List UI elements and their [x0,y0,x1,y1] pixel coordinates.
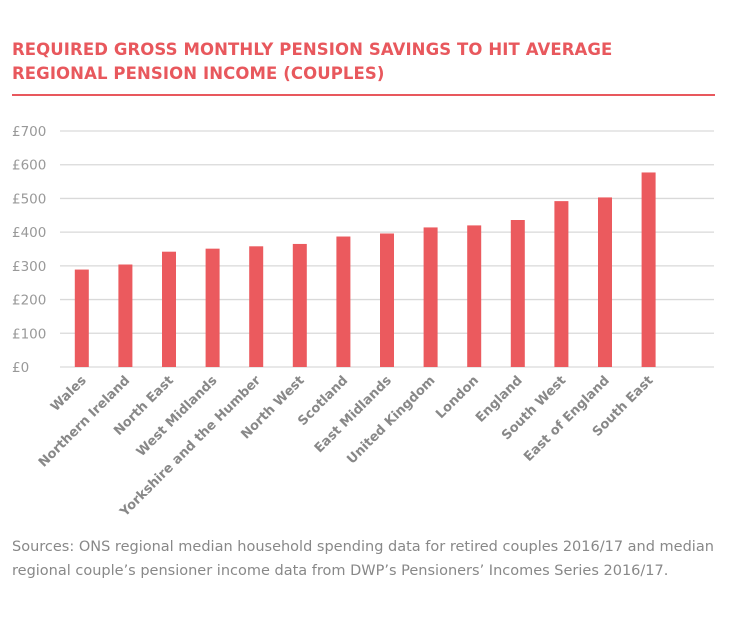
bar-chart: £0£100£200£300£400£500£600£700WalesNorth… [12,124,714,521]
x-tick-label: West Midlands [134,373,221,460]
bar [598,197,612,367]
bar [74,269,89,367]
bar [641,172,656,367]
bar [249,246,264,367]
y-tick-label: £700 [12,124,46,140]
y-tick-label: £500 [12,191,46,207]
bar [467,225,482,367]
chart-title: REQUIRED GROSS MONTHLY PENSION SAVINGS T… [12,40,613,83]
bar [380,233,394,367]
bar [554,201,569,367]
x-tick-label: Wales [48,373,90,415]
bar [292,243,307,367]
y-tick-label: £600 [12,158,46,174]
x-tick-label: East Midlands [312,373,395,456]
bar [423,227,438,367]
y-tick-label: £100 [12,326,46,342]
bar [510,220,525,367]
source-note: Sources: ONS regional median household s… [12,539,714,579]
bar [336,236,351,367]
y-tick-label: £300 [12,259,46,275]
y-tick-label: £0 [12,360,29,376]
title-divider [12,94,715,96]
x-tick-label: United Kingdom [344,373,438,467]
bar [205,248,220,367]
y-tick-label: £200 [12,293,46,309]
y-tick-label: £400 [12,225,46,241]
bar [162,251,176,367]
bar [118,264,133,367]
